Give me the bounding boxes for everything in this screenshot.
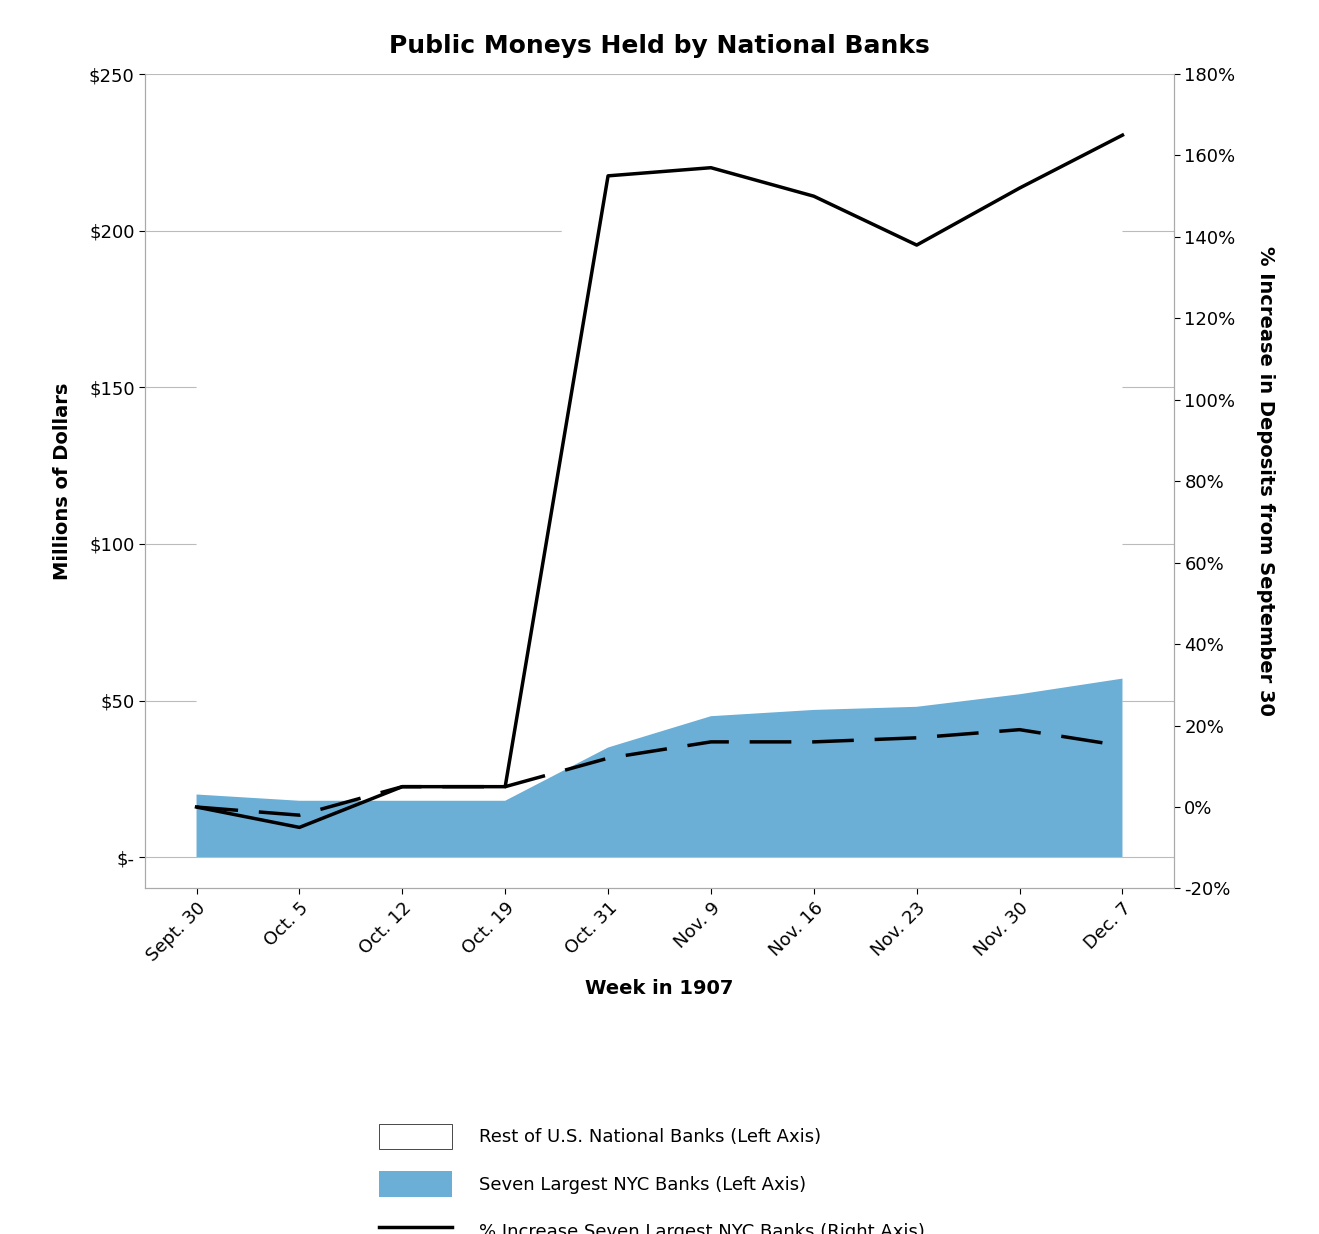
Y-axis label: Millions of Dollars: Millions of Dollars [53,383,73,580]
Y-axis label: % Increase in Deposits from September 30: % Increase in Deposits from September 30 [1257,247,1275,716]
X-axis label: Week in 1907: Week in 1907 [586,979,733,998]
Legend: Rest of U.S. National Banks (Left Axis), Seven Largest NYC Banks (Left Axis), % : Rest of U.S. National Banks (Left Axis),… [372,1117,947,1234]
Title: Public Moneys Held by National Banks: Public Moneys Held by National Banks [389,35,930,58]
